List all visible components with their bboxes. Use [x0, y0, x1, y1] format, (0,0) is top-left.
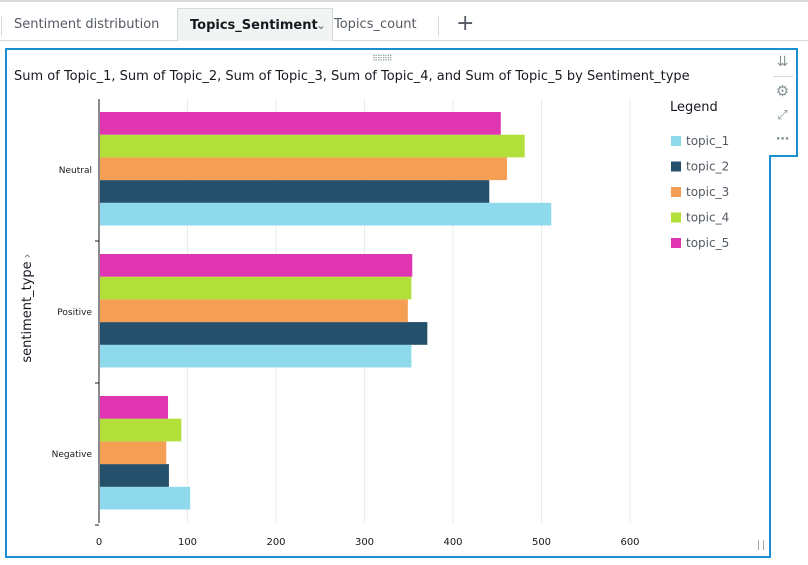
- bar-topic_3-neutral: [100, 157, 507, 181]
- y-tick-label: Negative: [52, 450, 93, 460]
- x-tick-label: 600: [620, 537, 639, 548]
- resize-handle-icon[interactable]: ∣∣: [756, 540, 766, 551]
- y-tick-label: Positive: [57, 308, 92, 318]
- divider: [438, 16, 439, 36]
- y-axis-label: sentiment_type: [20, 261, 35, 362]
- tab-sentiment-distribution[interactable]: Sentiment distribution: [14, 17, 160, 32]
- bar-topic_2-positive: [100, 322, 428, 345]
- divider: [773, 76, 793, 77]
- legend-item-label: topic_1: [686, 134, 729, 148]
- tab-topics-count[interactable]: Topics_count: [334, 17, 417, 32]
- bar-topic_4-positive: [100, 276, 412, 300]
- visual-title: Sum of Topic_1, Sum of Topic_2, Sum of T…: [14, 69, 690, 84]
- visual-toolbar: ⇊ ⚙ ⤢ ⋯: [769, 48, 798, 157]
- chevron-icon: ›: [20, 254, 34, 259]
- collapse-icon[interactable]: ⇊: [776, 54, 789, 70]
- tab-label: Topics_Sentiment: [190, 18, 318, 33]
- legend-title: Legend: [670, 100, 718, 115]
- bar-topic_1-negative: [100, 486, 191, 510]
- x-tick-label: 300: [355, 537, 374, 548]
- expand-icon[interactable]: ⤢: [777, 108, 788, 123]
- legend-swatch: [671, 187, 681, 197]
- plus-icon[interactable]: +: [456, 11, 475, 36]
- bar-topic_3-positive: [100, 299, 408, 323]
- chevron-down-icon[interactable]: ⌄: [315, 18, 326, 32]
- bar-topic_1-positive: [100, 344, 412, 368]
- legend-item-label: topic_4: [686, 211, 729, 225]
- bar-topic_3-negative: [100, 441, 167, 465]
- x-tick-label: 500: [532, 537, 551, 548]
- bar-topic_5-neutral: [100, 112, 501, 135]
- top-border: [0, 0, 808, 2]
- legend-swatch: [671, 161, 681, 172]
- legend-item-label: topic_2: [686, 160, 729, 174]
- bar-topic_2-neutral: [100, 180, 490, 203]
- visual-panel[interactable]: [5, 48, 771, 558]
- bar-topic_1-neutral: [100, 202, 552, 226]
- legend-swatch: [671, 212, 681, 223]
- legend-swatch: [671, 238, 681, 248]
- bar-topic_5-negative: [100, 396, 169, 419]
- bar-topic_4-neutral: [100, 134, 525, 158]
- x-tick-label: 100: [178, 537, 197, 548]
- bar-topic_5-positive: [100, 254, 413, 277]
- y-tick-label: Neutral: [59, 166, 92, 176]
- tab-topics-sentiment[interactable]: Topics_Sentiment ⌄: [177, 8, 333, 41]
- x-tick-label: 200: [266, 537, 285, 548]
- drag-handle-icon[interactable]: ⠿⠿⠿⠿: [372, 54, 392, 63]
- legend-swatch: [671, 136, 681, 146]
- more-icon[interactable]: ⋯: [776, 132, 789, 147]
- gear-icon[interactable]: ⚙: [775, 82, 790, 100]
- sheet-tabs: Sentiment distribution Topics_Sentiment ⌄…: [0, 8, 808, 41]
- legend-item-label: topic_5: [686, 236, 729, 250]
- divider: [1, 16, 2, 36]
- x-tick-label: 0: [96, 537, 102, 548]
- bar-topic_2-negative: [100, 464, 169, 487]
- legend-item-label: topic_3: [686, 185, 729, 199]
- x-tick-label: 400: [443, 537, 462, 548]
- bar-topic_4-negative: [100, 418, 182, 442]
